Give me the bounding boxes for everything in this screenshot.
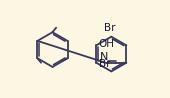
Text: Br: Br: [99, 59, 110, 69]
Text: OH: OH: [99, 39, 115, 49]
Text: N: N: [99, 52, 108, 62]
Text: Br: Br: [104, 23, 116, 33]
